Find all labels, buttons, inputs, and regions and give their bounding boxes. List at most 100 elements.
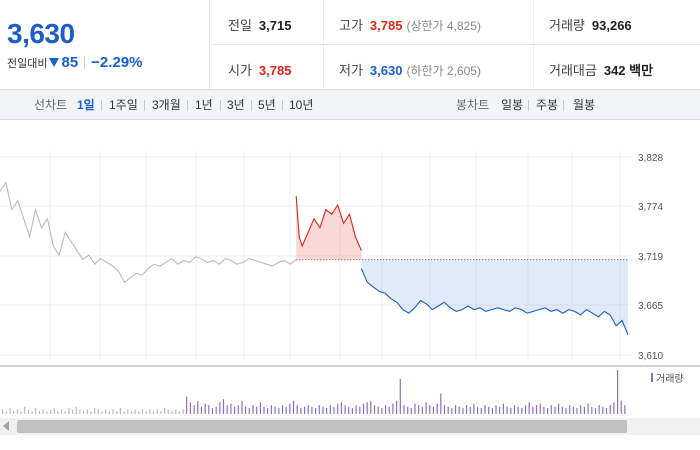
divider <box>211 44 700 45</box>
y-tick-label: 3,665 <box>638 301 663 312</box>
volume-bar <box>399 378 401 414</box>
tab-weekly-candle[interactable]: 주봉 <box>536 98 559 112</box>
volume-bar <box>108 411 110 414</box>
volume-bar <box>167 409 169 414</box>
volume-bar <box>388 406 390 414</box>
volume-bar <box>594 408 597 414</box>
tab-3-years[interactable]: 3년 <box>227 98 245 112</box>
volume-label: 거래량 <box>549 18 585 33</box>
volume-bar <box>9 408 11 414</box>
volume-bar <box>425 402 427 414</box>
tab-1-day[interactable]: 1일 <box>77 98 95 112</box>
low-stat: 저가 3,630 (하한가 2,605) <box>339 60 481 79</box>
volume-bar <box>211 408 214 414</box>
trade-value-value: 342 백만 <box>603 63 654 78</box>
volume-bar <box>252 405 254 414</box>
volume-bar <box>502 403 504 414</box>
quote-panel: 3,630 전일대비 85 −2.29% 전일 3,715 고가 3,785 (… <box>0 0 700 90</box>
open-stat: 시가 3,785 <box>228 60 291 79</box>
prev-close-value: 3,715 <box>258 18 292 33</box>
chart-period-tabs: 선차트 1일 1주일 3개월 1년 3년 5년 10년 봉차트 일봉 주봉 월봉 <box>0 90 700 120</box>
tab-daily-candle[interactable]: 일봉 <box>501 98 524 112</box>
volume-bar <box>234 406 236 414</box>
prev-close-label: 전일 <box>228 18 252 33</box>
divider <box>251 100 252 111</box>
volume-bar <box>112 409 114 414</box>
tab-3-months[interactable]: 3개월 <box>152 98 181 112</box>
open-label: 시가 <box>228 63 252 78</box>
tab-5-years[interactable]: 5년 <box>258 98 276 112</box>
change-label: 전일대비 <box>7 57 48 70</box>
volume-bar <box>499 406 501 414</box>
divider <box>84 55 86 70</box>
volume-bar <box>2 409 4 414</box>
change-amount: 85 <box>61 54 79 71</box>
volume-bar <box>532 406 534 414</box>
volume-bar <box>521 408 523 414</box>
volume-bar <box>241 400 243 414</box>
volume-bar <box>156 409 158 414</box>
volume-bar <box>403 405 405 414</box>
volume-bar <box>432 406 434 414</box>
volume-bar <box>256 406 258 414</box>
volume-bar <box>510 408 512 414</box>
trade-value-label: 거래대금 <box>549 63 597 78</box>
volume-bar <box>101 411 103 414</box>
volume-bar <box>392 403 394 414</box>
change-percent: −2.29% <box>91 54 143 71</box>
price-chart-svg: 3,828 3,774 3,719 3,665 3,610 거래량 <box>0 151 700 435</box>
intraday-chart: 3,828 3,774 3,719 3,665 3,610 거래량 <box>0 121 700 450</box>
volume-bar <box>119 408 121 414</box>
volume-bar <box>222 399 225 414</box>
volume-bar <box>215 406 217 414</box>
volume-bar <box>83 411 85 414</box>
tab-monthly-candle[interactable]: 월봉 <box>573 98 596 112</box>
volume-bar <box>488 406 490 414</box>
divider <box>533 0 534 90</box>
volume-bar <box>602 406 604 414</box>
volume-bar <box>16 409 18 414</box>
volume-bar <box>300 408 302 414</box>
tab-1-year[interactable]: 1년 <box>195 98 213 112</box>
y-tick-label: 3,828 <box>638 153 663 164</box>
tab-1-week[interactable]: 1주일 <box>109 98 138 112</box>
volume-bar <box>348 406 350 414</box>
volume-bar <box>377 406 379 414</box>
volume-bar <box>123 411 125 414</box>
volume-bar <box>130 411 133 414</box>
volume-bar <box>274 406 276 414</box>
volume-bar <box>141 409 144 414</box>
volume-bar <box>543 406 545 414</box>
tab-10-years[interactable]: 10년 <box>289 98 314 112</box>
volume-bar <box>569 405 571 414</box>
volume-bar <box>68 408 70 414</box>
price-lines <box>0 180 629 336</box>
divider <box>220 100 221 111</box>
volume-bar <box>385 405 387 414</box>
volume-bar <box>351 408 353 414</box>
upper-limit: (상한가 4,825) <box>406 19 481 33</box>
volume-bar <box>381 408 383 414</box>
volume-bar <box>484 405 486 414</box>
volume-bar <box>528 402 530 414</box>
scroll-left-icon[interactable] <box>3 421 9 431</box>
volume-bar <box>171 411 173 414</box>
volume-bar <box>278 408 280 414</box>
volume-bar <box>344 405 346 414</box>
volume-bar <box>304 406 306 414</box>
volume-legend-swatch <box>651 373 653 382</box>
volume-bar <box>307 405 309 414</box>
volume-bar <box>315 408 317 414</box>
low-label: 저가 <box>339 63 363 78</box>
down-triangle-icon <box>49 58 60 67</box>
volume-bars <box>2 370 626 414</box>
volume-bar <box>535 405 538 414</box>
change-row: 전일대비 85 −2.29% <box>7 54 142 71</box>
scrollbar-thumb[interactable] <box>17 420 627 433</box>
volume-bar <box>20 411 22 414</box>
volume-bar <box>208 405 210 414</box>
volume-legend-label: 거래량 <box>656 373 684 385</box>
volume-bar <box>466 405 468 414</box>
volume-bar <box>60 409 63 414</box>
volume-bar <box>550 405 552 414</box>
